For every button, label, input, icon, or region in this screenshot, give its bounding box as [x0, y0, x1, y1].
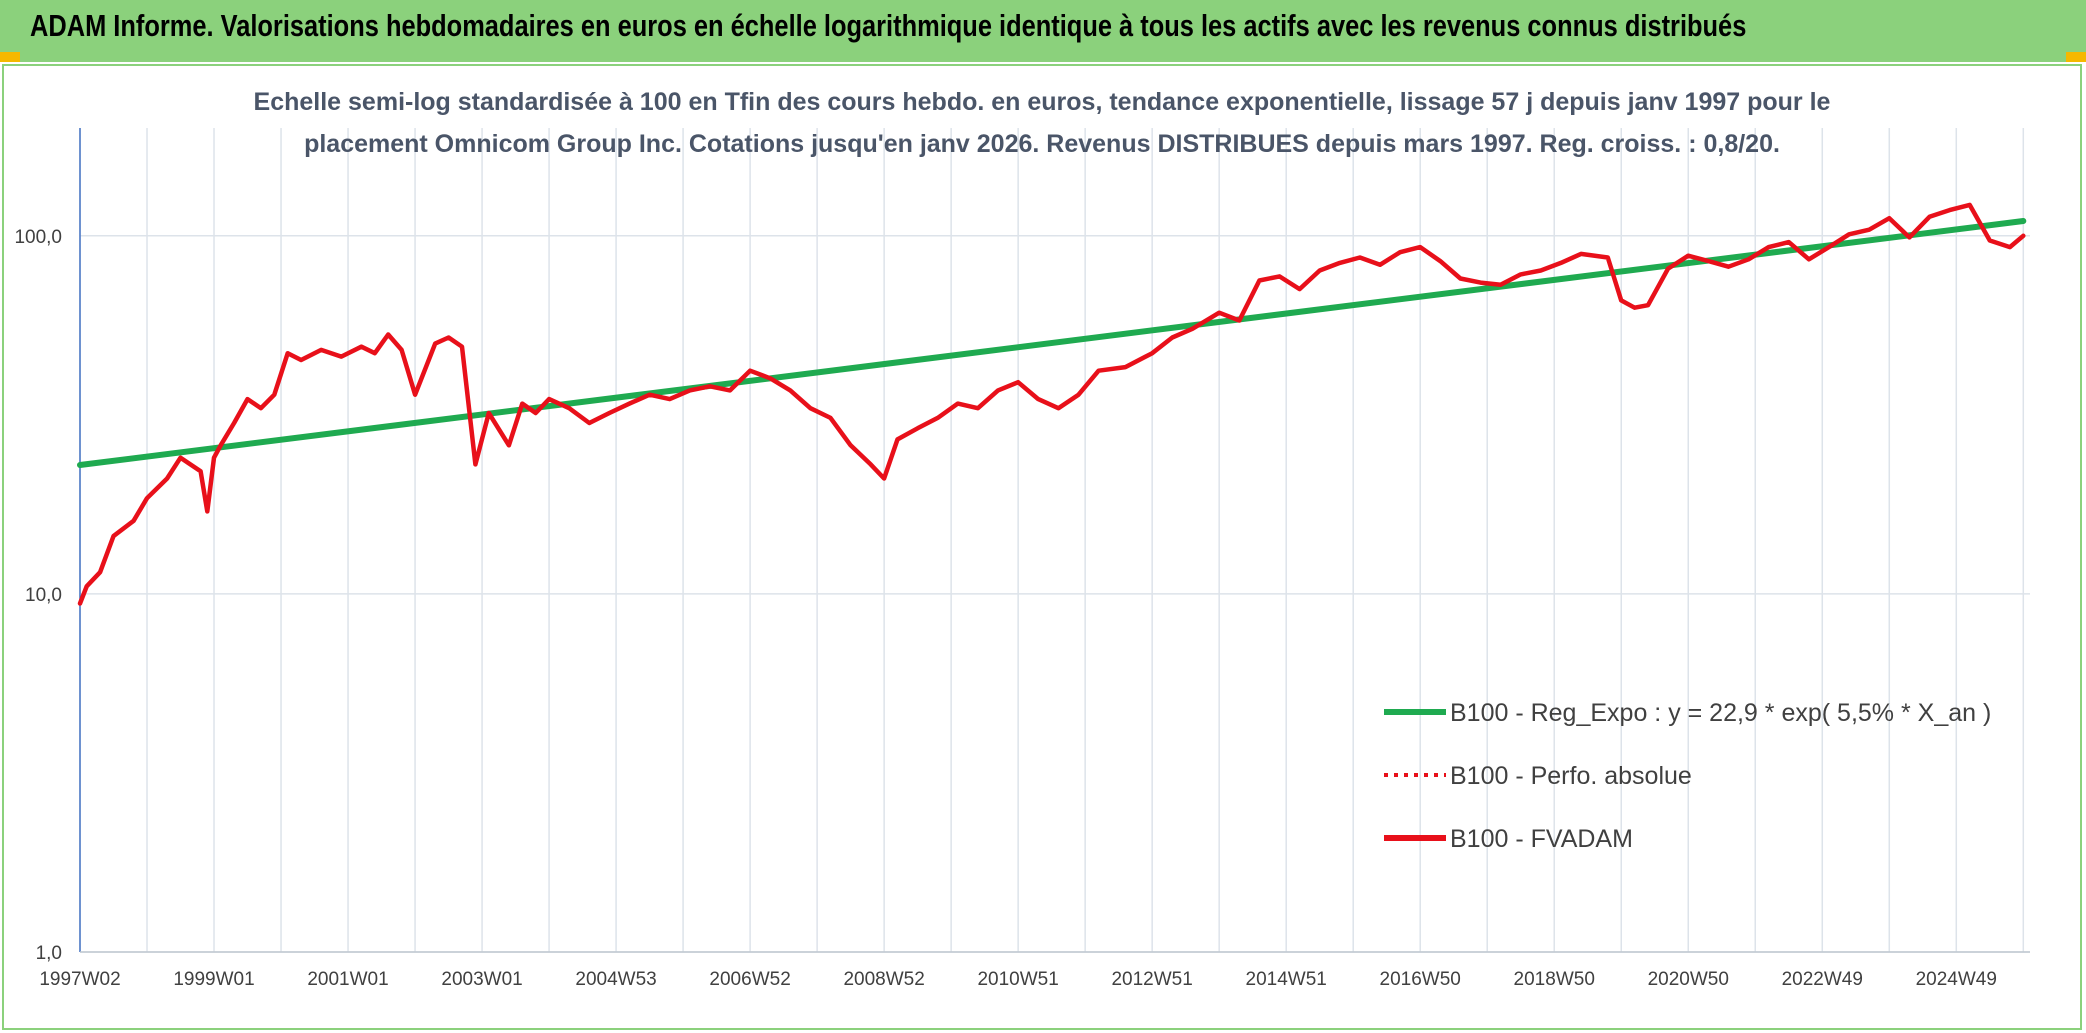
chart-frame: 1,0 10,0 100,0 1997W02 1999W01 2001W01 2003W01… — [2, 64, 2082, 1030]
axes — [79, 128, 2030, 953]
series-line-2 — [77, 202, 2026, 606]
report-banner: ADAM Informe. Valorisations hebdomadaire… — [0, 0, 2086, 62]
banner-title: ADAM Informe. Valorisations hebdomadaire… — [30, 8, 1747, 43]
x-tick-label: 2003W01 — [441, 969, 522, 990]
chart-title-line-2: placement Omnicom Group Inc. Cotations j… — [304, 130, 1780, 158]
x-tick-label: 2018W50 — [1514, 969, 1595, 990]
x-tick-label: 2010W51 — [977, 969, 1058, 990]
x-tick-label: 2008W52 — [843, 969, 924, 990]
y-tick-label: 10,0 — [25, 585, 62, 606]
chart-legend: B100 - Reg_Expo : y = 22,9 * exp( 5,5% *… — [1384, 699, 1991, 853]
x-tick-label: 2001W01 — [307, 969, 388, 990]
grid-lines — [79, 128, 2030, 953]
x-tick-label: 2014W51 — [1246, 969, 1327, 990]
x-tick-label: 2020W50 — [1648, 969, 1729, 990]
corner-marker-left — [0, 52, 20, 62]
x-tick-label: 2016W50 — [1380, 969, 1461, 990]
x-tick-label: 2006W52 — [709, 969, 790, 990]
x-tick-label: 2004W53 — [575, 969, 656, 990]
x-tick-label: 2022W49 — [1782, 969, 1863, 990]
y-tick-label: 1,0 — [36, 943, 62, 964]
x-tick-label: 2012W51 — [1111, 969, 1192, 990]
legend-label-0: B100 - Reg_Expo : y = 22,9 * exp( 5,5% *… — [1450, 699, 1991, 727]
x-tick-label: 1999W01 — [173, 969, 254, 990]
line-chart: 1,0 10,0 100,0 1997W02 1999W01 2001W01 2003W01… — [14, 88, 2030, 990]
chart-title-line-1: Echelle semi-log standardisée à 100 en T… — [254, 88, 1831, 116]
corner-marker-right — [2066, 52, 2086, 62]
tick-labels: 1,0 10,0 100,0 1997W02 1999W01 2001W01 2003W01… — [14, 227, 1997, 990]
series-line-0 — [77, 218, 2027, 468]
series-layer — [77, 202, 2027, 606]
x-tick-label: 1997W02 — [39, 969, 120, 990]
x-tick-label: 2024W49 — [1916, 969, 1997, 990]
legend-label-2: B100 - FVADAM — [1450, 825, 1633, 853]
y-tick-label: 100,0 — [14, 227, 62, 248]
legend-label-1: B100 - Perfo. absolue — [1450, 762, 1692, 790]
